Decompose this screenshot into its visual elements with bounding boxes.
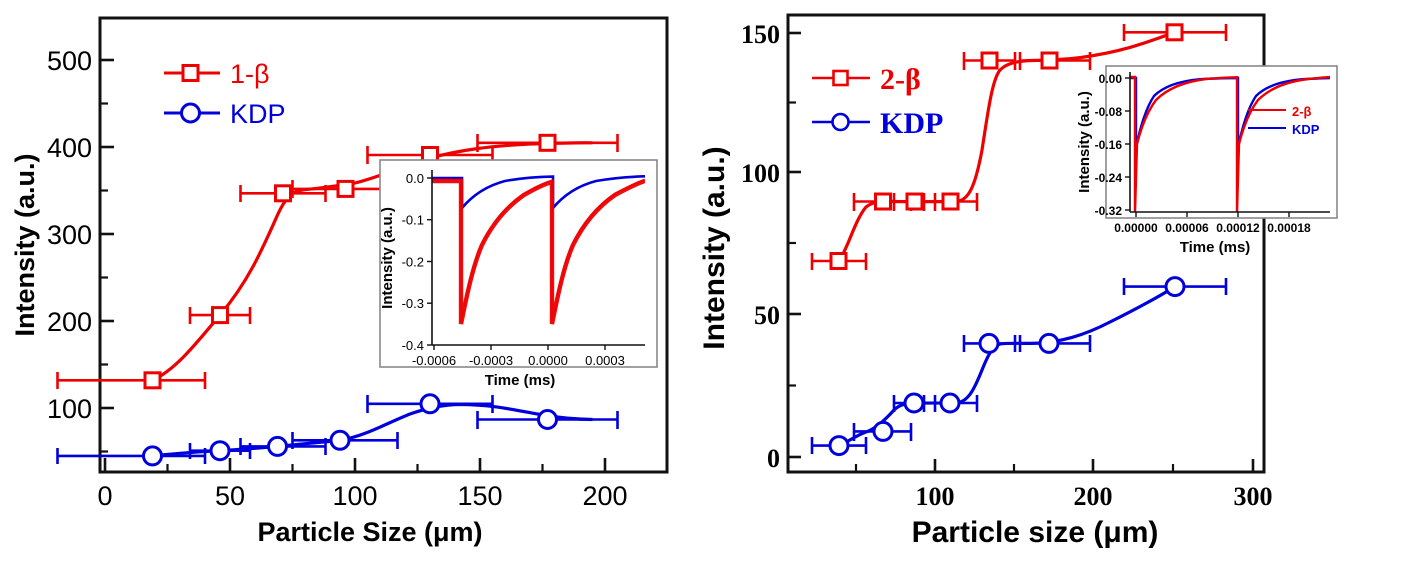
- right-inset-ytick-3: -0.24: [1095, 171, 1123, 185]
- left-panel: 500 400 300 200 100 0 50 100 150 200 Int…: [10, 16, 669, 547]
- left-series-kdp: [56, 393, 619, 467]
- right-panel: 150 100 50 0 100 200 300 Intensity (a.u.…: [698, 13, 1338, 549]
- left-inset-xtick-2: 0.0000: [528, 353, 568, 368]
- circle-marker-icon: [831, 112, 850, 132]
- right-legend-item-2beta[interactable]: 2-β: [812, 63, 921, 96]
- right-inset-xtick-3: 0.00018: [1267, 221, 1311, 235]
- right-inset-legend-label-2beta: 2-β: [1292, 104, 1312, 119]
- right-legend-item-kdp[interactable]: KDP: [812, 107, 943, 140]
- left-inset-xtick-1: -0.0003: [469, 353, 513, 368]
- right-inset: 0.00 -0.08 -0.16 -0.24 -0.32 0.00000 0.0…: [1076, 65, 1338, 256]
- left-ytick-200: 200: [47, 307, 92, 337]
- left-xtick-100: 100: [332, 481, 377, 511]
- right-inset-frame: [1105, 65, 1338, 219]
- left-inset-ytick-0: 0.0: [406, 171, 424, 186]
- right-y-major-ticks: [788, 31, 801, 459]
- right-ytick-50: 50: [754, 301, 780, 330]
- left-xtick-200: 200: [582, 481, 627, 511]
- left-inset-ytick-1: -0.1: [402, 213, 424, 228]
- left-x-major-ticks: [103, 458, 607, 472]
- right-x-minor-ticks: [854, 464, 1175, 472]
- left-inset-x-axis-title: Time (ms): [485, 372, 556, 389]
- right-inset-ytick-1: -0.08: [1095, 105, 1123, 119]
- right-ytick-150: 150: [741, 20, 780, 49]
- right-xtick-100: 100: [916, 482, 955, 511]
- left-legend-label-kdp: KDP: [230, 99, 286, 129]
- right-inset-xtick-0: 0.00000: [1114, 221, 1158, 235]
- right-inset-xticks: [1135, 212, 1290, 217]
- right-inset-ytick-4: -0.32: [1095, 204, 1123, 218]
- left-inset: 0.0 -0.1 -0.2 -0.3 -0.4 -0.0006 -0.0003 …: [379, 159, 658, 389]
- left-y-minor-ticks: [100, 102, 108, 453]
- left-legend: 1-β KDP: [164, 59, 286, 129]
- right-x-major-ticks: [933, 459, 1255, 472]
- left-inset-ytick-3: -0.3: [402, 296, 424, 311]
- left-red-markers: [143, 133, 557, 390]
- left-series-1beta: [56, 133, 619, 390]
- left-legend-item-1beta[interactable]: 1-β: [164, 59, 270, 89]
- left-xtick-0: 0: [97, 481, 112, 511]
- right-inset-legend-label-kdp: KDP: [1292, 122, 1320, 137]
- left-blue-markers: [142, 393, 558, 467]
- right-blue-markers: [828, 276, 1186, 457]
- left-ytick-100: 100: [47, 394, 92, 424]
- right-inset-legend-item-2beta[interactable]: 2-β: [1248, 104, 1312, 119]
- left-inset-traces: [432, 175, 645, 325]
- left-inset-frame: [379, 159, 658, 368]
- right-legend-label-kdp: KDP: [880, 107, 943, 140]
- right-inset-legend: 2-β KDP: [1248, 104, 1320, 137]
- right-ytick-0: 0: [767, 444, 780, 473]
- left-ytick-400: 400: [47, 133, 92, 163]
- right-xtick-200: 200: [1074, 482, 1113, 511]
- left-inset-ytick-2: -0.2: [402, 255, 424, 270]
- left-legend-label-1beta: 1-β: [230, 59, 270, 89]
- square-marker-icon: [832, 69, 849, 87]
- right-inset-traces: [1130, 75, 1330, 212]
- left-inset-yticks: [427, 177, 432, 346]
- left-xtick-150: 150: [457, 481, 502, 511]
- left-ytick-500: 500: [47, 46, 92, 76]
- right-red-markers: [829, 23, 1184, 270]
- square-marker-icon: [181, 64, 200, 82]
- right-inset-y-axis-title: Intensity (a.u.): [1076, 91, 1093, 193]
- right-y-axis-title: Intensity (a.u.): [698, 146, 731, 349]
- left-y-major-ticks: [100, 58, 114, 410]
- right-xtick-300: 300: [1234, 482, 1273, 511]
- right-x-axis-title: Particle size (μm): [912, 516, 1159, 549]
- right-inset-ytick-0: 0.00: [1099, 72, 1123, 86]
- circle-marker-icon: [180, 102, 201, 124]
- right-inset-x-axis-title: Time (ms): [1180, 239, 1251, 256]
- right-inset-yticks: [1125, 77, 1130, 211]
- right-series-kdp: [810, 276, 1228, 457]
- left-inset-y-axis-title: Intensity (a.u.): [379, 207, 396, 309]
- left-inset-xticks: [433, 345, 606, 350]
- left-inset-xtick-0: -0.0006: [412, 353, 456, 368]
- right-series-2beta: [810, 23, 1228, 270]
- left-inset-xtick-3: 0.0003: [585, 353, 625, 368]
- right-y-minor-ticks: [788, 101, 796, 387]
- left-y-axis-title: Intensity (a.u.): [10, 153, 40, 336]
- left-legend-item-kdp[interactable]: KDP: [164, 99, 286, 129]
- left-inset-ytick-4: -0.4: [402, 338, 424, 353]
- left-x-minor-ticks: [166, 464, 669, 472]
- right-inset-ytick-2: -0.16: [1095, 138, 1123, 152]
- left-xtick-50: 50: [215, 481, 245, 511]
- right-legend: 2-β KDP: [812, 63, 943, 140]
- left-ytick-300: 300: [47, 220, 92, 250]
- right-legend-label-2beta: 2-β: [880, 63, 921, 96]
- right-inset-xtick-1: 0.00006: [1165, 221, 1209, 235]
- right-inset-legend-item-kdp[interactable]: KDP: [1248, 122, 1320, 137]
- right-inset-xtick-2: 0.00012: [1216, 221, 1260, 235]
- left-x-axis-title: Particle Size (μm): [257, 517, 482, 547]
- right-ytick-100: 100: [741, 159, 780, 188]
